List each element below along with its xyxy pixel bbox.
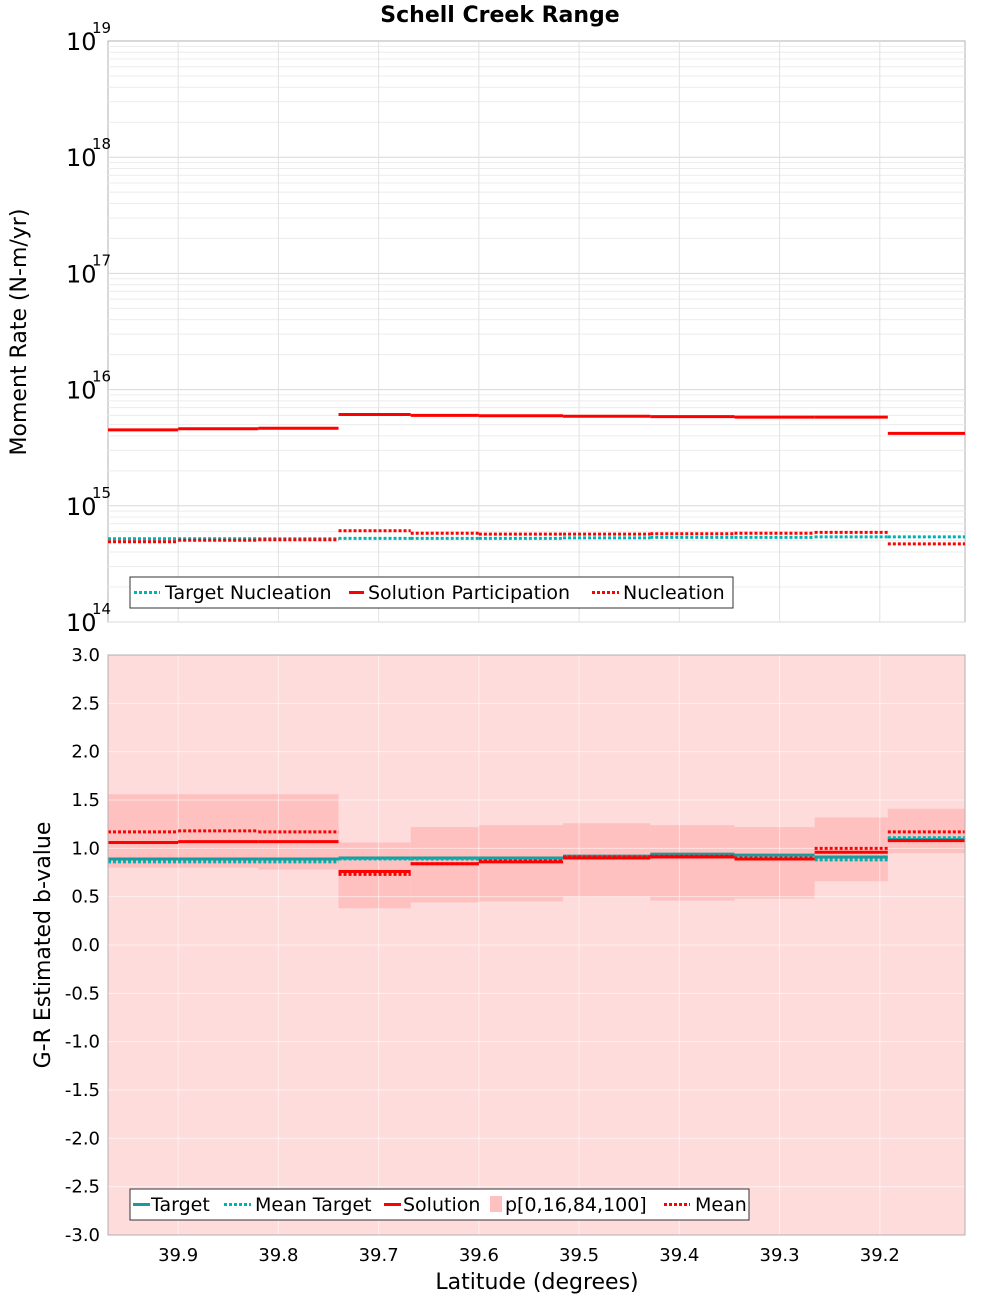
top-y-tick-exponent: 19 xyxy=(92,19,111,37)
top-y-tick-base: 10 xyxy=(66,144,97,172)
bottom-y-tick-label: 0.5 xyxy=(71,887,100,908)
bottom-y-axis-label: G-R Estimated b-value xyxy=(31,822,56,1069)
bottom-y-tick-label: -1.0 xyxy=(65,1032,100,1053)
x-tick-label: 39.9 xyxy=(158,1245,198,1266)
b-value-panel: -3.0 -2.5 -2.0 -1.5 -1.0 -0.5 0.0 0.5 1.0 1.5 2.0 2… xyxy=(31,645,966,1295)
bottom-series xyxy=(108,829,965,876)
bottom-y-tick-label: 3.0 xyxy=(71,645,100,666)
x-tick-label: 39.7 xyxy=(359,1245,399,1266)
legend-swatch-percentile-band xyxy=(490,1196,502,1212)
top-y-tick-base: 10 xyxy=(66,260,97,288)
bottom-legend-box xyxy=(129,1188,750,1221)
top-y-axis-label: Moment Rate (N-m/yr) xyxy=(7,209,32,456)
x-tick-label: 39.3 xyxy=(760,1245,800,1266)
legend-label-mean-target: Mean Target xyxy=(255,1194,372,1216)
bottom-y-tick-label: 1.5 xyxy=(71,790,100,811)
bottom-y-tick-label: -3.0 xyxy=(65,1225,100,1246)
bottom-y-tick-label: -0.5 xyxy=(65,983,100,1004)
chart-title: Schell Creek Range xyxy=(380,3,619,28)
top-y-tick-base: 10 xyxy=(66,609,97,637)
percentile-band-16-84 xyxy=(734,827,815,899)
legend-label-solution: Solution xyxy=(403,1194,480,1216)
legend-label-percentile-band: p[0,16,84,100] xyxy=(505,1194,647,1216)
legend-label-solution-participation: Solution Participation xyxy=(368,582,570,604)
bottom-y-ticks: -3.0 -2.5 -2.0 -1.5 -1.0 -0.5 0.0 0.5 1.0 1.5 2.0 2… xyxy=(65,645,100,1246)
top-y-tick-base: 10 xyxy=(66,377,97,405)
legend-label-mean: Mean xyxy=(695,1194,747,1216)
legend-label-nucleation: Nucleation xyxy=(623,582,725,604)
x-tick-label: 39.6 xyxy=(459,1245,499,1266)
top-y-tick-exponent: 18 xyxy=(92,135,111,153)
legend-label-target-nucleation: Target Nucleation xyxy=(164,582,332,604)
top-plot-background xyxy=(107,40,966,623)
top-grid xyxy=(108,41,965,623)
top-y-tick-base: 10 xyxy=(66,493,97,521)
top-series xyxy=(108,413,965,546)
top-y-tick-base: 10 xyxy=(66,28,97,56)
top-y-tick-exponent: 14 xyxy=(92,600,111,618)
bottom-y-tick-label: 1.0 xyxy=(71,838,100,859)
x-tick-label: 39.5 xyxy=(559,1245,599,1266)
top-y-tick-exponent: 17 xyxy=(92,251,111,269)
top-y-tick-exponent: 16 xyxy=(92,368,111,386)
x-tick-label: 39.2 xyxy=(860,1245,900,1266)
x-tick-label: 39.8 xyxy=(258,1245,298,1266)
percentile-band-16-84 xyxy=(650,825,735,901)
bottom-plot-frame xyxy=(107,654,966,1236)
percentile-band-16-84 xyxy=(563,823,651,897)
legend-label-target: Target xyxy=(150,1194,210,1216)
bottom-y-tick-label: 0.0 xyxy=(71,935,100,956)
bottom-legend: Target Mean Target Solution p[0,16,84,10… xyxy=(129,1188,750,1221)
x-ticks: 39.9 39.8 39.7 39.6 39.5 39.4 39.3 39.2 xyxy=(158,1245,900,1266)
x-axis-label: Latitude (degrees) xyxy=(435,1270,638,1295)
bottom-y-tick-label: -2.0 xyxy=(65,1128,100,1149)
x-tick-label: 39.4 xyxy=(659,1245,699,1266)
top-legend: Target Nucleation Solution Participation… xyxy=(129,576,734,609)
bottom-y-tick-label: 2.0 xyxy=(71,742,100,763)
bottom-y-tick-label: -2.5 xyxy=(65,1177,100,1198)
bottom-y-tick-label: 2.5 xyxy=(71,693,100,714)
bottom-y-tick-label: -1.5 xyxy=(65,1080,100,1101)
top-y-tick-exponent: 15 xyxy=(92,484,111,502)
top-legend-box xyxy=(129,576,734,609)
